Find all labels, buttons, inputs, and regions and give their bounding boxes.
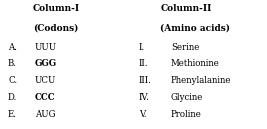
Text: C.: C. <box>8 76 17 85</box>
Text: (Amino acids): (Amino acids) <box>160 23 230 32</box>
Text: Serine: Serine <box>171 43 199 52</box>
Text: Phenylalanine: Phenylalanine <box>171 76 231 85</box>
Text: Proline: Proline <box>171 110 202 119</box>
Text: Glycine: Glycine <box>171 93 203 102</box>
Text: GGG: GGG <box>35 59 57 68</box>
Text: E.: E. <box>8 110 17 119</box>
Text: UCU: UCU <box>35 76 56 85</box>
Text: A.: A. <box>8 43 17 52</box>
Text: Column-II: Column-II <box>160 4 211 13</box>
Text: IV.: IV. <box>139 93 150 102</box>
Text: III.: III. <box>139 76 152 85</box>
Text: AUG: AUG <box>35 110 55 119</box>
Text: UUU: UUU <box>35 43 57 52</box>
Text: V.: V. <box>139 110 146 119</box>
Text: Column-I: Column-I <box>33 4 80 13</box>
Text: I.: I. <box>139 43 145 52</box>
Text: II.: II. <box>139 59 148 68</box>
Text: D.: D. <box>8 93 17 102</box>
Text: (Codons): (Codons) <box>33 23 79 32</box>
Text: Methionine: Methionine <box>171 59 220 68</box>
Text: B.: B. <box>8 59 17 68</box>
Text: CCC: CCC <box>35 93 55 102</box>
